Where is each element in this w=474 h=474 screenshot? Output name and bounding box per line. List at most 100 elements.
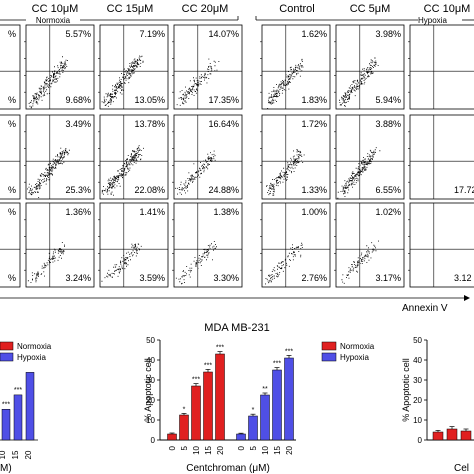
flow-panel: 1.36% 3.24%: [24, 202, 95, 288]
panel-frame: [0, 24, 21, 110]
panel-frame: [0, 114, 21, 200]
flow-panel: 1.00% 2.76%: [260, 202, 331, 288]
bar: [25, 372, 35, 441]
lower-right-percent: 3.59%: [139, 273, 165, 283]
lower-right-percent: 24.88%: [208, 185, 239, 195]
lower-right-percent: 3.24%: [65, 273, 91, 283]
bar-hypoxia: [236, 433, 246, 441]
x-tick-label: 5: [180, 445, 189, 450]
bar-normoxia: [432, 431, 444, 441]
flow-panel: 1.38% 3.30%: [172, 202, 243, 288]
lower-right-percent: 17.35%: [208, 95, 239, 105]
upper-right-percent: %: [8, 207, 16, 217]
scatter-points: [175, 241, 217, 285]
flow-panel: 3.98% 5.94%: [334, 24, 405, 110]
lower-right-percent: 3.12: [454, 273, 472, 283]
flow-panel: 17.72: [408, 114, 474, 200]
x-tick-label: 20: [285, 445, 294, 454]
upper-right-percent: 1.38%: [213, 207, 239, 217]
lower-right-percent: %: [8, 273, 16, 283]
x-tick-label: 10: [192, 445, 201, 454]
panel-frame: [0, 202, 21, 288]
lower-right-percent: 6.55%: [375, 185, 401, 195]
legend-label: Normoxia: [17, 342, 52, 351]
x-axis-label: Cel: [454, 463, 469, 474]
y-axis-label: % Apoptotic cell: [401, 358, 411, 422]
significance-marker: **: [262, 386, 268, 393]
flow-panel: 1.41% 3.59%: [98, 202, 169, 288]
legend-label: Hypoxia: [17, 353, 46, 362]
bar-normoxia: [191, 385, 201, 441]
panel-frame: [335, 114, 405, 200]
right-partial-chart: 0 10 20 30 40 50 % Apoptotic cell Cel: [401, 336, 474, 474]
legend-label: Hypoxia: [340, 353, 369, 362]
upper-right-percent: 1.36%: [65, 207, 91, 217]
scatter-points: [266, 149, 305, 196]
panel-frame: [261, 202, 331, 288]
flow-panel: 16.64% 24.88%: [172, 114, 243, 200]
y-tick-label: 40: [413, 356, 422, 365]
y-tick-label: 10: [413, 416, 422, 425]
scatter-points: [101, 55, 144, 107]
scatter-points: [27, 242, 65, 283]
upper-right-percent: %: [8, 29, 16, 39]
panel-frame: [99, 114, 169, 200]
bar-normoxia: [167, 433, 177, 441]
bar-chart-title: MDA MB-231: [204, 322, 269, 334]
flow-panel: 5.57% 9.68%: [24, 24, 95, 110]
flow-panel: 1.62% 1.83%: [260, 24, 331, 110]
upper-right-percent: 16.64%: [208, 119, 239, 129]
flow-panel: %%: [0, 114, 21, 200]
significance-marker: *: [183, 406, 186, 413]
x-tick-label: 15: [204, 445, 213, 454]
y-axis-label: % Apoptotic cell: [143, 358, 153, 422]
bar: [1, 409, 11, 441]
lower-right-percent: 3.17%: [375, 273, 401, 283]
flow-panel: 13.78% 22.08%: [98, 114, 169, 200]
upper-right-percent: 1.00%: [301, 207, 327, 217]
column-header: Control: [279, 3, 314, 15]
upper-right-percent: 7.19%: [139, 29, 165, 39]
significance-marker: ***: [14, 387, 22, 394]
bar-hypoxia: [284, 357, 294, 441]
bar-normoxia: [215, 353, 225, 441]
scatter-points: [337, 147, 381, 199]
lower-right-percent: 3.30%: [213, 273, 239, 283]
significance-marker: ***: [216, 345, 224, 352]
scatter-points: [176, 58, 220, 106]
lower-right-percent: 17.72: [454, 185, 474, 195]
legend-label: Normoxia: [340, 342, 375, 351]
panel-frame: [99, 24, 169, 110]
x-tick-label: 0: [237, 445, 246, 450]
upper-right-percent: 1.72%: [301, 119, 327, 129]
column-header: CC 20μM: [182, 3, 229, 15]
y-tick-label: 20: [146, 396, 155, 405]
scatter-points: [339, 57, 379, 107]
bar-normoxia: [446, 428, 458, 441]
flow-panel: 3.12: [408, 202, 474, 288]
y-tick-label: 0: [151, 436, 156, 445]
panel-frame: [409, 202, 474, 288]
x-tick-label: 20: [216, 445, 225, 454]
x-tick-label: 20: [24, 450, 33, 459]
bar-normoxia: [460, 430, 472, 441]
flow-panel: %%: [0, 24, 21, 110]
panel-frame: [173, 114, 243, 200]
bar-charts: MDA MB-231NormoxiaHypoxia********5101520…: [0, 322, 474, 474]
significance-marker: ***: [204, 362, 212, 369]
column-header: CC 5μM: [350, 3, 391, 15]
x-tick-label: 10: [261, 445, 270, 454]
scatter-points: [28, 56, 68, 109]
panel-frame: [25, 202, 95, 288]
column-header: CC 10μM: [32, 3, 79, 15]
legend-swatch-normoxia: [0, 341, 14, 351]
y-tick-label: 20: [413, 396, 422, 405]
y-tick-label: 50: [413, 336, 422, 345]
scatter-points: [175, 150, 216, 195]
upper-right-percent: 3.49%: [65, 119, 91, 129]
upper-right-percent: 1.41%: [139, 207, 165, 217]
y-tick-label: 40: [146, 356, 155, 365]
annexin-arrow-icon: [464, 295, 470, 301]
significance-marker: ***: [192, 377, 200, 384]
